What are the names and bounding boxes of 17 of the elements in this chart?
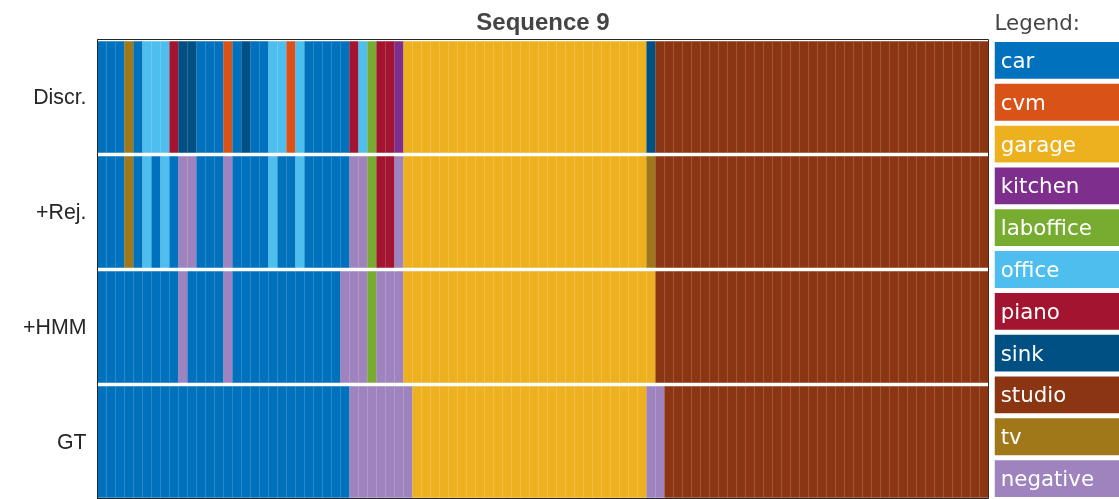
chart-title: Sequence 9 — [476, 7, 610, 35]
y-tick-label: +Rej. — [36, 200, 87, 224]
y-tick-label: GT — [56, 430, 87, 454]
color-bar-label: car — [1000, 47, 1035, 73]
color-bar-title: Legend: — [994, 9, 1081, 35]
color-bar-label: negative — [1000, 466, 1095, 492]
y-tick-label: Discr. — [33, 85, 87, 109]
color-bar-label: cvm — [1000, 89, 1046, 115]
color-bar-label: kitchen — [1000, 173, 1080, 199]
color-bar-label: office — [1000, 257, 1060, 282]
color-bar-label: tv — [1000, 424, 1022, 450]
color-bar-label: studio — [1000, 382, 1067, 408]
color-bar-label: sink — [1000, 340, 1045, 366]
color-bar-label: garage — [1000, 131, 1076, 157]
color-bar-label: piano — [1000, 298, 1060, 324]
y-tick-label: +HMM — [23, 315, 87, 339]
color-bar-label: laboffice — [1000, 215, 1092, 241]
